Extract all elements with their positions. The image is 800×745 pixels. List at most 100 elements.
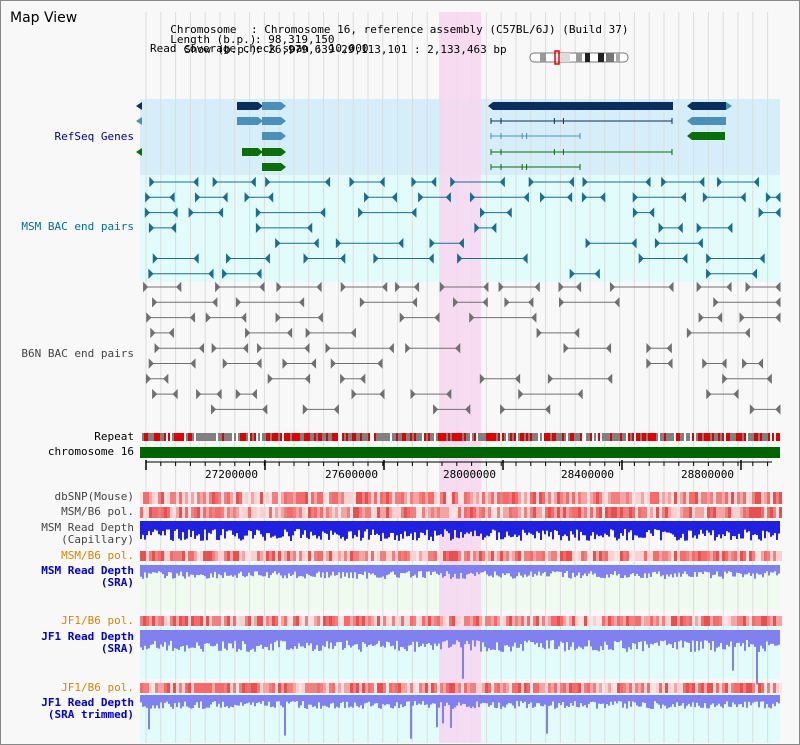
b6n-bac-pair-end [558,281,564,293]
depth-bar [316,521,318,539]
snp-cell [758,616,761,626]
depth-bar [658,630,660,646]
depth-bar [564,695,566,708]
depth-bar [204,521,206,530]
snp-cell [389,551,392,561]
snp-cell [758,683,761,693]
depth-bar [300,630,302,647]
depth-bar [458,565,460,579]
depth-bar [602,565,604,578]
snp-cell [488,616,491,626]
depth-bar [602,695,604,704]
snp-cell [212,683,215,693]
b6n-bac-pair-end [498,281,504,293]
repeat-cell [400,433,402,441]
msm-bac-pairs[interactable] [144,176,781,280]
snp-cell [746,616,749,626]
repeat-cell [328,433,330,441]
snp-cell [185,492,188,504]
depth-bar [680,521,682,538]
depth-bar [270,521,272,538]
depth-bar [174,565,176,579]
snp-cell [371,616,374,626]
snp-cell [383,616,386,626]
b6n-bac-pair-end [713,297,719,308]
snp-cell [461,616,464,626]
depth-bar [526,521,528,536]
snp-cell [410,551,413,561]
b6n-bac-pair-end [609,281,616,293]
snp-cell [707,507,710,518]
depth-bar [662,521,664,532]
snp-cell [377,492,380,504]
depth-bar [422,565,424,578]
read-depth-tracks[interactable] [140,521,780,739]
depth-bar [674,521,676,537]
snp-cell [344,492,347,504]
chromosome-bar[interactable] [140,447,780,458]
repeat-cell [406,433,408,441]
depth-bar [716,565,718,572]
snp-cell [248,507,251,518]
snp-cell [353,551,356,561]
depth-bar [306,521,308,538]
snp-cell [326,507,329,518]
depth-bar [602,521,604,538]
depth-bar [254,521,256,536]
depth-bar [236,521,238,534]
depth-bar [376,565,378,578]
depth-bar [364,695,366,704]
depth-bar [360,630,362,652]
b6n-bac-pair-end [241,312,247,323]
depth-bar [742,521,744,539]
snp-cell [560,507,563,518]
depth-bar [748,521,750,532]
msm-bac-pair-end [585,237,591,249]
msm-bac-pair-end [303,253,309,264]
b6n-bac-pair-end [245,327,251,339]
depth-bar [542,630,544,648]
snp-cell [146,616,149,626]
depth-bar [502,565,504,574]
refseq-genes[interactable] [136,102,732,171]
depth-bar [322,695,324,706]
snp-cell [587,507,590,518]
depth-bar [278,695,280,702]
depth-bar [686,630,688,643]
snp-cell [203,616,206,626]
b6n-bac-pair-end [482,297,488,308]
depth-bar [462,630,464,679]
depth-bar [722,630,724,650]
snp-cell [464,492,467,504]
b6n-bac-pair-end [733,388,739,400]
snp-cell [173,616,176,626]
chromosome-ideogram[interactable] [529,50,629,65]
depth-bar [378,695,380,709]
depth-bar [232,630,234,649]
msm-bac-pair-end [775,192,781,203]
depth-bar [218,521,220,541]
depth-bar [414,521,416,533]
depth-bar [214,521,216,530]
snp-cell [662,683,665,693]
repeat-cell [750,433,752,441]
b6n-bac-pairs[interactable] [143,281,781,415]
msm-bac-pair-end [429,237,435,249]
depth-bar [358,695,360,708]
depth-bar [334,695,336,709]
repeat-cell [576,433,578,441]
depth-bar [630,521,632,531]
snp-cell [713,683,716,693]
snp-cell [290,683,293,693]
snp-heat-tracks[interactable] [140,492,782,693]
gene-block [262,163,281,171]
snp-cell [482,492,485,504]
snp-cell [191,551,194,561]
snp-cell [728,616,731,626]
repeat-track[interactable] [142,433,780,441]
depth-bar [284,521,286,530]
msm-bac-pair-end [265,176,271,188]
snp-cell [362,683,365,693]
snp-cell [590,492,593,504]
